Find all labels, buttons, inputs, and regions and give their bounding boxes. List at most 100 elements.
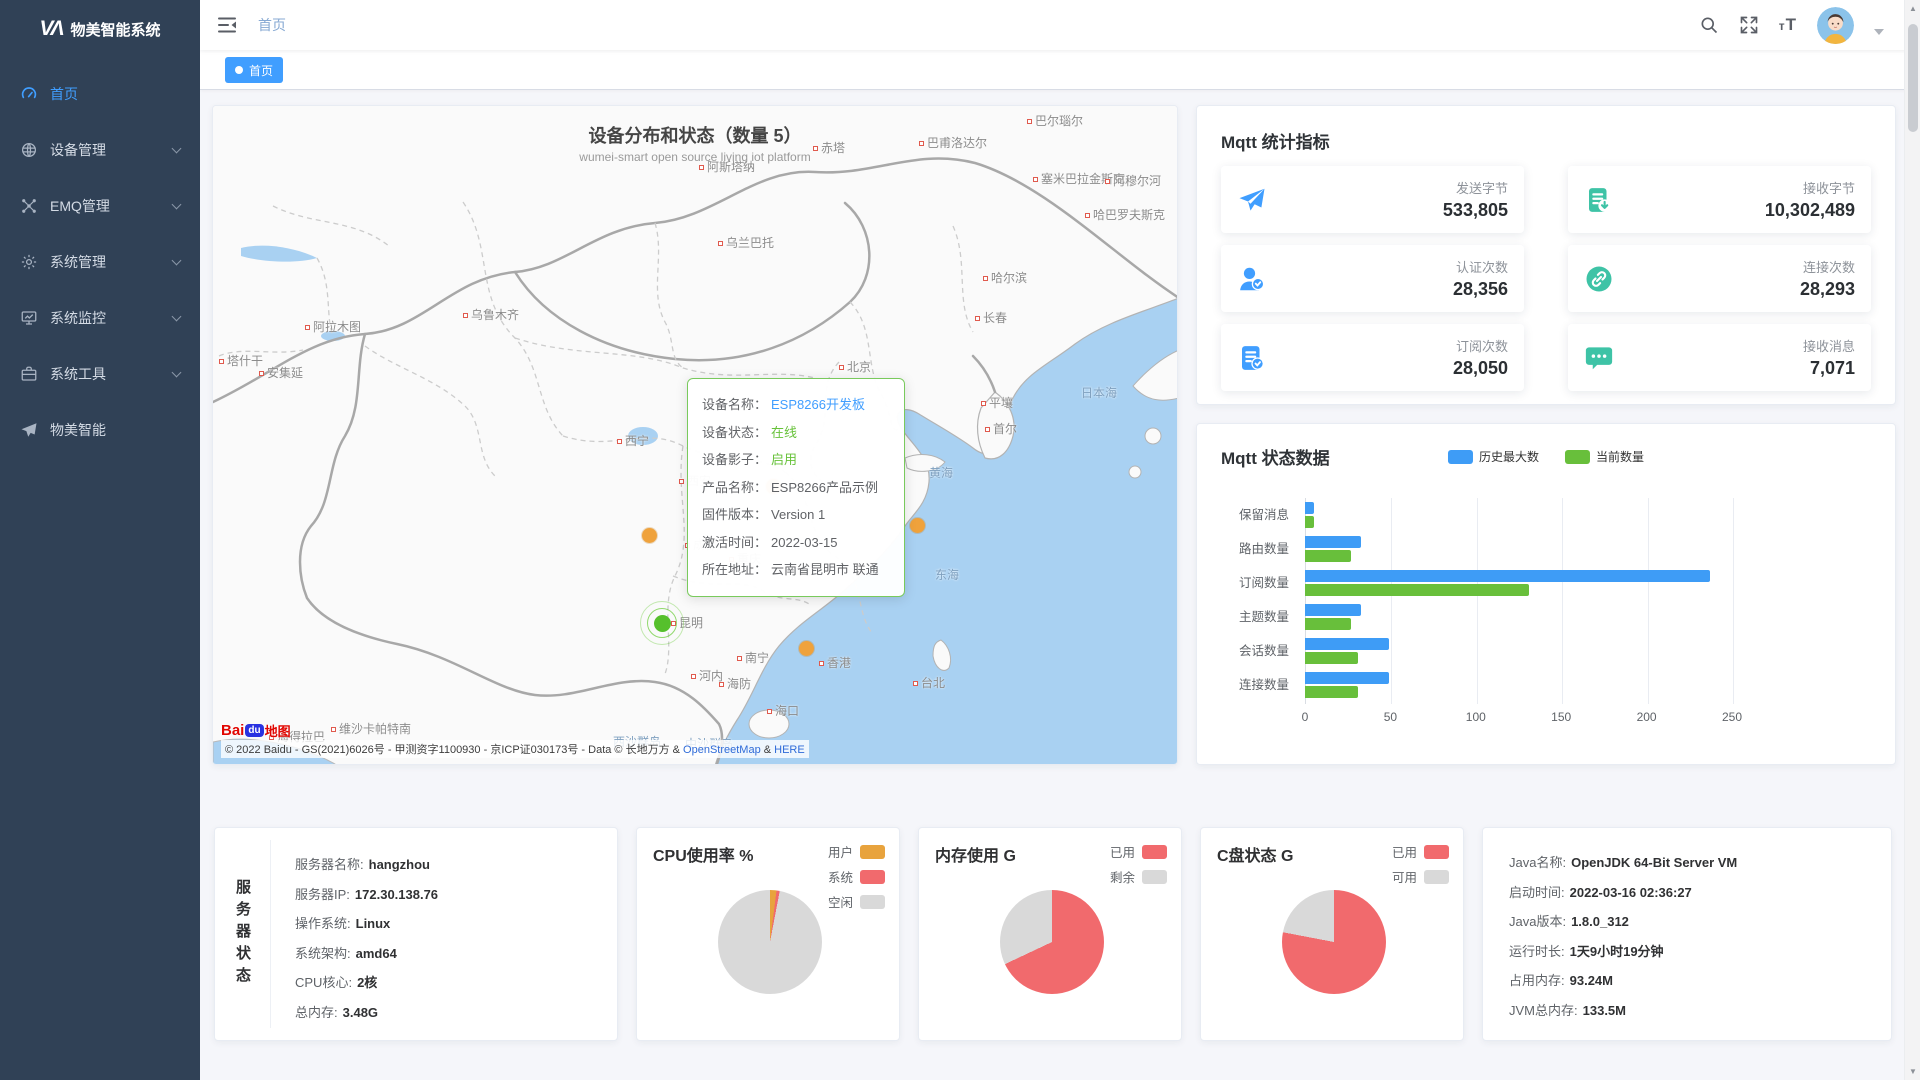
pie-legend-label: 系统 bbox=[827, 871, 853, 885]
bar-pair bbox=[1305, 570, 1710, 598]
map-city-label: 阿拉木图 bbox=[305, 318, 361, 335]
bar-current bbox=[1305, 584, 1529, 596]
sidebar-toggle-icon[interactable] bbox=[215, 13, 239, 37]
dashboard-icon bbox=[20, 85, 38, 103]
pie-legend-swatch bbox=[1142, 844, 1167, 859]
map-subtitle: wumei-smart open source living iot platf… bbox=[579, 150, 811, 164]
city-dot-icon bbox=[1085, 213, 1090, 218]
device-map-panel[interactable]: 设备分布和状态（数量 5） wumei-smart open source li… bbox=[212, 105, 1178, 765]
navbar-actions: тT bbox=[1699, 0, 1884, 50]
map-city-label: 香港 bbox=[819, 654, 851, 671]
pie-legend-item-可用[interactable]: 可用 bbox=[1392, 867, 1449, 886]
device-marker-orange[interactable] bbox=[799, 641, 814, 656]
receive-doc-icon bbox=[1584, 185, 1614, 215]
info-label: JVM总内存: bbox=[1509, 1002, 1578, 1018]
scrollbar-up-icon[interactable]: ▲ bbox=[1909, 4, 1917, 13]
chevron-down-icon bbox=[171, 367, 182, 377]
stat-value: 7,071 bbox=[1809, 358, 1855, 378]
device-marker-orange[interactable] bbox=[642, 528, 657, 543]
jvm-info-panel: Java名称: OpenJDK 64-Bit Server VM 启动时间: 2022… bbox=[1482, 827, 1892, 1041]
sidebar-item-label: 系统工具 bbox=[50, 366, 106, 382]
map-city-label: 长春 bbox=[975, 309, 1007, 326]
legend-swatch bbox=[1447, 449, 1473, 464]
attribution-link[interactable]: OpenStreetMap bbox=[683, 744, 761, 756]
bar-history bbox=[1305, 570, 1710, 582]
breadcrumb[interactable]: 首页 bbox=[258, 17, 286, 33]
sidebar-item-device[interactable]: 设备管理 bbox=[0, 122, 200, 178]
map-city-label: 台北 bbox=[913, 674, 945, 691]
stat-card-text: 接收字节 10,302,489 bbox=[1765, 178, 1855, 221]
map-city-label: 乌兰巴托 bbox=[718, 234, 774, 251]
bar-row: 会话数量 bbox=[1221, 634, 1861, 668]
bar-current bbox=[1305, 550, 1352, 562]
city-dot-icon bbox=[813, 146, 818, 151]
tooltip-value: Version 1 bbox=[771, 507, 826, 522]
device-marker-orange[interactable] bbox=[910, 518, 925, 533]
monitor-icon bbox=[20, 309, 38, 327]
info-label: 操作系统: bbox=[295, 916, 351, 931]
fullscreen-icon[interactable] bbox=[1739, 15, 1759, 35]
pie-legend-item-用户[interactable]: 用户 bbox=[828, 842, 885, 861]
tooltip-value: 启用 bbox=[771, 452, 798, 467]
pie-legend-item-剩余[interactable]: 剩余 bbox=[1110, 867, 1167, 886]
bar-history bbox=[1305, 604, 1362, 616]
search-icon[interactable] bbox=[1699, 15, 1719, 35]
marker-dot bbox=[654, 615, 671, 632]
info-row: 操作系统: Linux bbox=[295, 909, 438, 939]
city-dot-icon bbox=[463, 313, 468, 318]
message-icon bbox=[1584, 343, 1614, 373]
legend-item-历史最大数[interactable]: 历史最大数 bbox=[1447, 448, 1539, 465]
city-dot-icon bbox=[679, 479, 684, 484]
map-city-label: 哈巴罗夫斯克 bbox=[1085, 206, 1165, 223]
info-row: JVM总内存: 133.5M bbox=[1509, 996, 1737, 1026]
sidebar-item-tools[interactable]: 系统工具 bbox=[0, 346, 200, 402]
city-dot-icon bbox=[839, 365, 844, 370]
tooltip-value[interactable]: ESP8266开发板 bbox=[771, 397, 865, 412]
avatar[interactable] bbox=[1817, 6, 1854, 44]
bar-row: 路由数量 bbox=[1221, 532, 1861, 566]
pie-legend-item-空闲[interactable]: 空闲 bbox=[828, 892, 885, 911]
pie-legend-item-系统[interactable]: 系统 bbox=[828, 867, 885, 886]
sidebar-item-monitor[interactable]: 系统监控 bbox=[0, 290, 200, 346]
gear-icon bbox=[20, 253, 38, 271]
city-dot-icon bbox=[1105, 179, 1110, 184]
sidebar-item-system[interactable]: 系统管理 bbox=[0, 234, 200, 290]
pie-legend-swatch bbox=[1142, 869, 1167, 884]
info-label: 服务器IP: bbox=[295, 886, 350, 902]
stat-value: 28,293 bbox=[1799, 279, 1855, 299]
stat-label: 接收字节 bbox=[1802, 181, 1855, 196]
stat-card: 接收消息 7,071 bbox=[1568, 324, 1871, 391]
map-city-label: 赤塔 bbox=[813, 139, 845, 156]
city-dot-icon bbox=[767, 709, 772, 714]
pie-chart bbox=[1000, 890, 1104, 994]
sidebar-item-emq[interactable]: EMQ管理 bbox=[0, 178, 200, 234]
tooltip-row: 激活时间： 2022-03-15 bbox=[702, 529, 890, 557]
top-navbar: 首页 тT bbox=[200, 0, 1920, 50]
legend-item-当前数量[interactable]: 当前数量 bbox=[1565, 448, 1644, 465]
sidebar-menu: 首页 设备管理 EMQ管理 系统管理 系统监控系统工具物美智能 bbox=[0, 66, 200, 458]
marker-ripple bbox=[647, 608, 677, 638]
scrollbar-thumb[interactable] bbox=[1908, 24, 1918, 132]
bar-pair bbox=[1305, 638, 1389, 666]
bar-current bbox=[1305, 516, 1314, 528]
pie-legend-item-已用[interactable]: 已用 bbox=[1392, 842, 1449, 861]
sidebar-item-wumei[interactable]: 物美智能 bbox=[0, 402, 200, 458]
sidebar: VΛ 物美智能系统 首页 设备管理 EMQ管理 系统管理 系统监控系统工具物美智能 bbox=[0, 0, 200, 1080]
attribution-link[interactable]: HERE bbox=[774, 744, 805, 756]
x-axis-ticks: 0 50 100 150 200 250 bbox=[1302, 710, 1742, 728]
scrollbar-down-icon[interactable]: ▼ bbox=[1909, 1067, 1917, 1076]
app-logo[interactable]: VΛ 物美智能系统 bbox=[0, 0, 200, 58]
info-label: 服务器名称: bbox=[295, 857, 364, 872]
sidebar-item-home[interactable]: 首页 bbox=[0, 66, 200, 122]
tooltip-label: 设备状态： bbox=[702, 424, 768, 440]
font-size-icon[interactable]: тT bbox=[1778, 15, 1797, 34]
chevron-down-icon bbox=[171, 199, 182, 209]
page-scrollbar[interactable]: ▲ ▼ bbox=[1904, 0, 1920, 1080]
tab-首页[interactable]: 首页 bbox=[225, 57, 284, 83]
tooltip-row: 设备影子： 启用 bbox=[702, 446, 890, 474]
info-value: amd64 bbox=[355, 945, 397, 961]
info-value: 1.8.0_312 bbox=[1571, 914, 1629, 929]
caret-down-icon[interactable] bbox=[1874, 29, 1884, 35]
map-city-label: 阿穆尔河 bbox=[1105, 172, 1161, 189]
pie-legend-item-已用[interactable]: 已用 bbox=[1110, 842, 1167, 861]
